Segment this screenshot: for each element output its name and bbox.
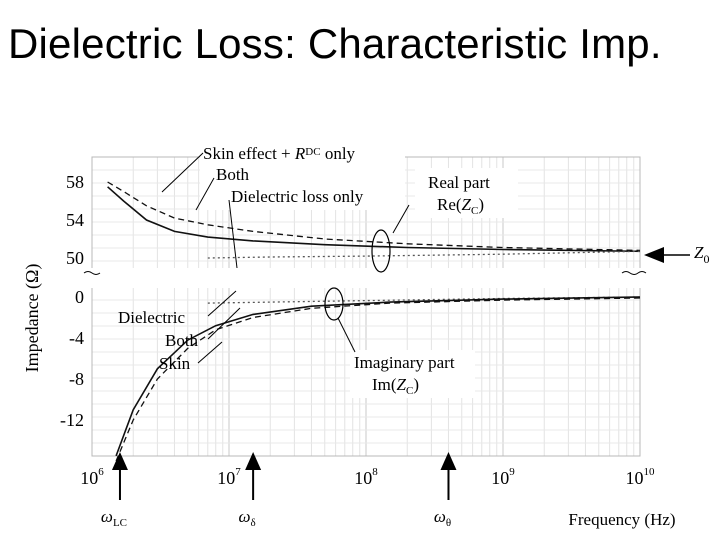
z0-label: Z0 (694, 243, 709, 266)
leader-skin (197, 341, 223, 364)
annotation-dielectric-loss-only: Dielectric loss only (231, 187, 364, 206)
series-line-imag-skin (115, 297, 641, 462)
y-tick-label: 50 (66, 248, 84, 268)
leader-both-lower (207, 307, 241, 340)
axis-break-left (83, 271, 101, 275)
leader-skin-effect (161, 152, 204, 193)
y-tick-label: -12 (60, 410, 84, 430)
z0-arrow-head (644, 247, 664, 263)
annotation-real-part-formula: Re(ZC) (437, 195, 484, 217)
leader-real-part (392, 204, 410, 234)
axis-break-right (621, 271, 647, 275)
x-tick-label: 106 (80, 466, 104, 488)
frequency-marker-label: ωδ (239, 507, 256, 529)
y-tick-label: 54 (66, 210, 84, 230)
x-tick-label: 109 (491, 466, 515, 488)
frequency-marker-arrow-head (111, 452, 128, 470)
frequency-marker-arrow-head (245, 452, 262, 470)
leader-imag-part (337, 317, 356, 353)
x-tick-label: 107 (217, 466, 241, 488)
x-tick-labels: 106 107 108 109 1010 (80, 466, 655, 488)
y-tick-label: 0 (75, 287, 84, 307)
frequency-marker-label: ωLC (101, 507, 127, 529)
axis-break-gap (86, 268, 646, 288)
series-line-real-both (107, 186, 641, 253)
annotation-skin: Skin (159, 354, 191, 373)
leader-dielectric-loss (228, 199, 238, 269)
real-part-ellipse (371, 229, 391, 273)
series-line-real-dielectric-loss-only (207, 250, 641, 259)
x-axis-label: Frequency (Hz) (568, 510, 675, 529)
frequency-markers: ωLC ωδ ωθ (101, 452, 457, 529)
leader-dielectric (207, 290, 237, 317)
annotation-real-part-title: Real part (428, 173, 490, 192)
frequency-marker-arrow-head (440, 452, 457, 470)
y-tick-label: -4 (69, 328, 84, 348)
z0-marker: Z0 (644, 243, 709, 266)
annotation-dielectric: Dielectric (118, 308, 185, 327)
annotation-box-left (200, 138, 405, 210)
y-tick-label: 58 (66, 172, 84, 192)
y-tick-labels: 58 54 50 0 -4 -8 -12 (60, 172, 84, 430)
y-tick-label: -8 (69, 369, 84, 389)
series-line-real-skin-effect-r-dc-only (107, 181, 641, 252)
imag-part-ellipse (324, 287, 344, 321)
annotation-both-upper: Both (216, 165, 250, 184)
series-layer (107, 181, 641, 462)
x-tick-label: 108 (354, 466, 378, 488)
y-axis-label: Impedance (Ω) (22, 264, 43, 373)
x-tick-label: 1010 (626, 466, 656, 488)
annotation-skin-effect: Skin effect + RDC only (203, 144, 356, 163)
leader-both-upper (195, 177, 215, 211)
annotation-box-imag (350, 350, 475, 398)
annotation-imag-part-formula: Im(ZC) (372, 375, 419, 397)
annotation-both-lower: Both (165, 331, 199, 350)
annotation-box-real (415, 168, 518, 218)
annotation-imag-part-title: Imaginary part (354, 353, 455, 372)
slide-title: Dielectric Loss: Characteristic Imp. (8, 20, 662, 67)
series-line-imag-both (115, 296, 641, 457)
leader-lines (161, 152, 410, 364)
frequency-marker-label: ωθ (434, 507, 451, 529)
